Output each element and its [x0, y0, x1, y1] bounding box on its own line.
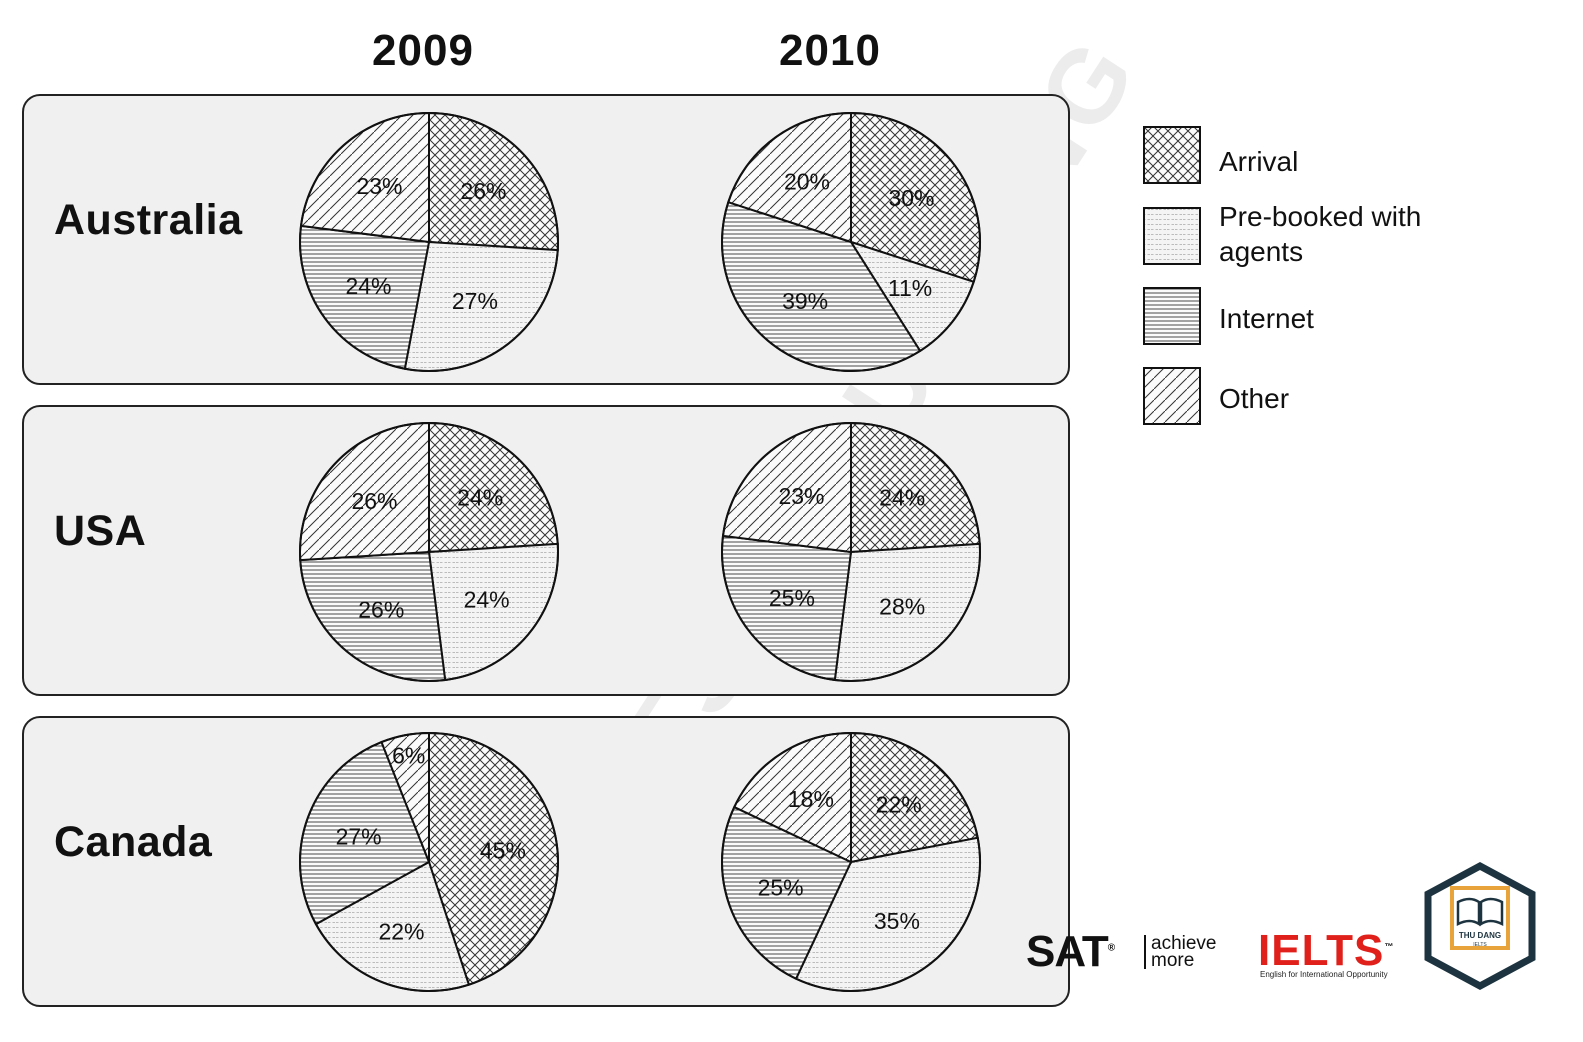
pie-label-other: 18%: [788, 786, 834, 812]
pie-outline: [721, 732, 981, 992]
pie-label-arrival: 24%: [879, 485, 925, 511]
pie-australia-2010: 30% 11% 39% 20%: [721, 111, 981, 372]
ielts-logo-word: IELTS™: [1258, 926, 1395, 975]
pie-label-other: 26%: [351, 488, 397, 514]
pie-label-internet: 27%: [336, 824, 382, 850]
country-label: Canada: [54, 818, 213, 866]
sat-logo: SAT® achieve more: [1026, 927, 1226, 977]
legend: Arrival Pre-booked with agents Internet …: [1143, 126, 1563, 436]
legend-swatch-arrival: [1143, 126, 1201, 184]
year-title-2010: 2010: [779, 26, 881, 75]
sat-logo-word: SAT®: [1026, 927, 1115, 976]
pie-label-prebooked: 22%: [378, 919, 424, 945]
thudang-logo: THU DANG IELTS: [1424, 862, 1536, 990]
legend-label-prebooked: Pre-booked with agents: [1219, 201, 1422, 267]
pie-label-arrival: 24%: [457, 485, 503, 511]
pie-usa-2009: 24% 24% 26% 26%: [299, 421, 559, 682]
pie-label-other: 23%: [778, 483, 824, 509]
pie-label-arrival: 30%: [888, 185, 934, 211]
country-label: USA: [54, 507, 147, 555]
pie-australia-2009: 26% 27% 24% 23%: [299, 111, 559, 372]
thudang-logo-word: THU DANG: [1459, 931, 1501, 940]
pie-label-arrival: 26%: [460, 178, 506, 204]
sat-logo-tagline: achieve more: [1144, 934, 1217, 970]
pie-outline: [299, 112, 559, 372]
pie-label-prebooked: 24%: [464, 587, 510, 613]
legend-swatch-internet: [1143, 287, 1201, 345]
ielts-logo-subtitle: English for International Opportunity: [1260, 970, 1388, 979]
pie-label-other: 23%: [356, 173, 402, 199]
legend-label-other: Other: [1219, 383, 1290, 414]
pie-outline: [299, 732, 559, 992]
ielts-logo: IELTS™ English for International Opportu…: [1258, 926, 1398, 982]
pie-outline: [299, 422, 559, 682]
legend-swatch-other: [1143, 367, 1201, 425]
pie-label-prebooked: 28%: [879, 594, 925, 620]
thudang-logo-sub: IELTS: [1473, 942, 1487, 948]
legend-swatch-prebooked: [1143, 207, 1201, 265]
pie-label-internet: 26%: [358, 597, 404, 623]
pie-label-internet: 25%: [769, 585, 815, 611]
legend-label-arrival: Arrival: [1219, 146, 1299, 177]
year-title-2009: 2009: [372, 26, 474, 75]
pie-label-internet: 25%: [758, 874, 804, 900]
legend-label-internet: Internet: [1219, 303, 1314, 334]
pie-outline: [721, 422, 981, 682]
pie-canada-2009: 45% 22% 27% 6%: [299, 731, 559, 992]
pie-label-other: 20%: [784, 169, 830, 195]
pie-label-internet: 24%: [345, 273, 391, 299]
pie-label-arrival: 45%: [480, 837, 526, 863]
pie-canada-2010: 22% 35% 25% 18%: [721, 731, 981, 993]
pie-label-prebooked: 27%: [452, 288, 498, 314]
pie-label-internet: 39%: [782, 288, 828, 314]
pie-usa-2010: 24% 28% 25% 23%: [721, 421, 981, 682]
pie-label-arrival: 22%: [876, 791, 922, 817]
pie-label-other: 6%: [392, 743, 425, 769]
pie-outline: [721, 112, 981, 372]
country-label: Australia: [54, 196, 243, 244]
pie-label-prebooked: 35%: [874, 908, 920, 934]
pie-label-prebooked: 11%: [888, 275, 932, 301]
